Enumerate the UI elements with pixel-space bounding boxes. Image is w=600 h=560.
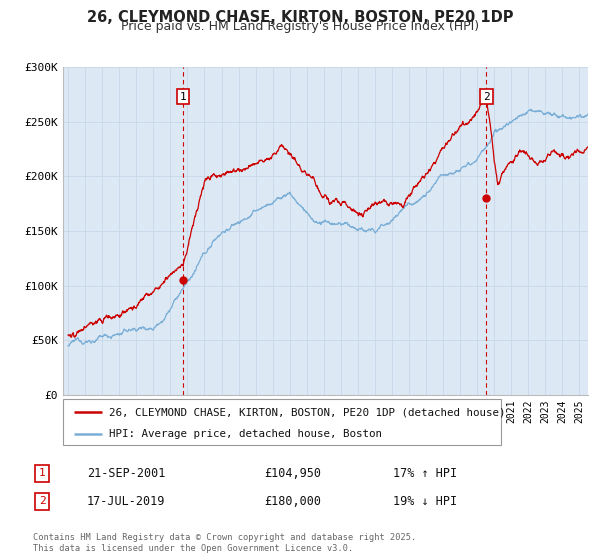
FancyBboxPatch shape	[63, 399, 501, 445]
Text: 26, CLEYMOND CHASE, KIRTON, BOSTON, PE20 1DP: 26, CLEYMOND CHASE, KIRTON, BOSTON, PE20…	[87, 10, 513, 25]
Text: 2: 2	[483, 92, 490, 102]
Text: 17-JUL-2019: 17-JUL-2019	[87, 494, 166, 508]
Text: 21-SEP-2001: 21-SEP-2001	[87, 466, 166, 480]
Text: 19% ↓ HPI: 19% ↓ HPI	[393, 494, 457, 508]
Text: 17% ↑ HPI: 17% ↑ HPI	[393, 466, 457, 480]
Text: 1: 1	[179, 92, 186, 102]
Text: 2: 2	[38, 496, 46, 506]
Text: £104,950: £104,950	[264, 466, 321, 480]
Text: HPI: Average price, detached house, Boston: HPI: Average price, detached house, Bost…	[109, 429, 382, 438]
Text: 1: 1	[38, 468, 46, 478]
Text: 26, CLEYMOND CHASE, KIRTON, BOSTON, PE20 1DP (detached house): 26, CLEYMOND CHASE, KIRTON, BOSTON, PE20…	[109, 407, 505, 417]
Text: Contains HM Land Registry data © Crown copyright and database right 2025.
This d: Contains HM Land Registry data © Crown c…	[33, 533, 416, 553]
Text: £180,000: £180,000	[264, 494, 321, 508]
Text: Price paid vs. HM Land Registry's House Price Index (HPI): Price paid vs. HM Land Registry's House …	[121, 20, 479, 33]
